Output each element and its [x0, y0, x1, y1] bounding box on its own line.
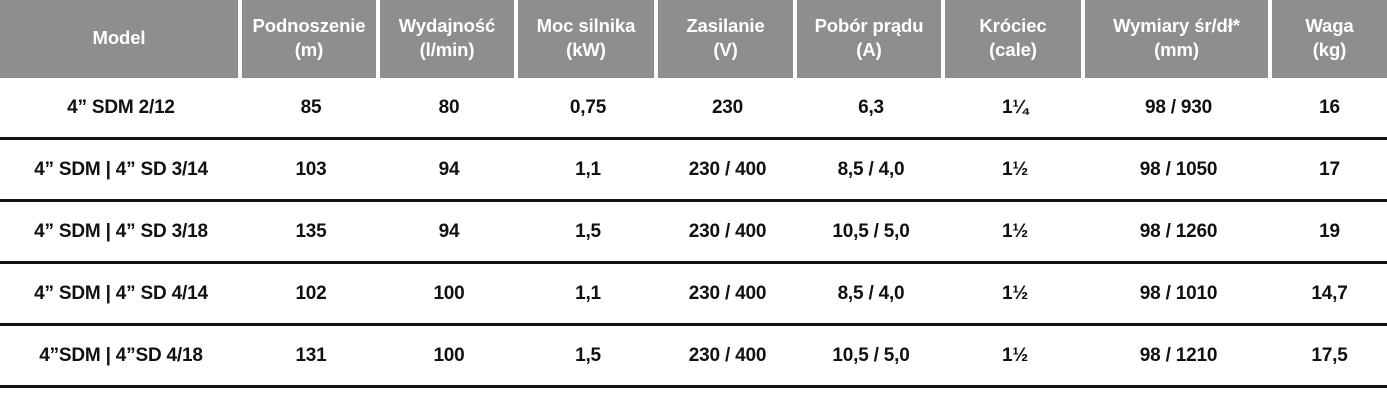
cell-supply: 230 [711, 96, 744, 118]
cell-port: 1½ [1001, 344, 1028, 366]
cell-supply: 230 / 400 [688, 220, 767, 242]
cell-flow: 100 [433, 282, 465, 304]
cell-current: 10,5 / 5,0 [832, 344, 910, 366]
cell-power: 1,5 [575, 344, 601, 366]
column-header-dimensions-unit: (mm) [1154, 39, 1199, 60]
cell-current: 8,5 / 4,0 [837, 158, 905, 180]
cell-head: 102 [295, 282, 327, 304]
cell-flow: 100 [433, 344, 465, 366]
column-header-flow: Wydajność (l/min) [380, 0, 518, 78]
column-header-current-title: Pobór prądu [814, 15, 924, 37]
cell-dimensions: 98 / 930 [1144, 96, 1213, 118]
column-header-dimensions: Wymiary śr/dł* (mm) [1085, 0, 1272, 78]
table-header-row: Model Podnoszenie (m) Wydajność (l/min) … [0, 0, 1387, 78]
cell-head: 131 [295, 344, 327, 366]
cell-supply: 230 / 400 [688, 344, 767, 366]
cell-port: 1½ [1001, 282, 1028, 304]
cell-power: 0,75 [569, 96, 607, 118]
column-header-supply-title: Zasilanie [686, 15, 765, 37]
table-body: 4” SDM 2/12 85 80 0,75 230 6,3 1¼ 98 / 9… [0, 78, 1387, 388]
cell-port: 1½ [1001, 220, 1028, 242]
cell-head: 103 [295, 158, 327, 180]
cell-port: 1½ [1001, 158, 1028, 180]
cell-weight: 14,7 [1311, 282, 1348, 304]
cell-supply: 230 / 400 [688, 158, 767, 180]
column-header-current: Pobór prądu (A) [797, 0, 945, 78]
cell-flow: 80 [438, 96, 460, 118]
cell-head: 135 [295, 220, 327, 242]
cell-current: 6,3 [858, 96, 884, 118]
table-row: 4”SDM | 4”SD 4/18 131 100 1,5 230 / 400 … [0, 326, 1387, 388]
cell-dimensions: 98 / 1210 [1139, 344, 1218, 366]
column-header-power-title: Moc silnika [536, 15, 636, 37]
table-row: 4” SDM 2/12 85 80 0,75 230 6,3 1¼ 98 / 9… [0, 78, 1387, 140]
cell-power: 1,1 [575, 282, 601, 304]
column-header-power-unit: (kW) [566, 39, 606, 60]
column-header-port-title: Króciec [979, 15, 1047, 37]
column-header-model: Model [0, 0, 242, 78]
cell-flow: 94 [438, 220, 460, 242]
cell-weight: 17,5 [1311, 344, 1348, 366]
cell-model: 4” SDM | 4” SD 4/14 [34, 282, 208, 304]
column-header-flow-unit: (l/min) [419, 39, 475, 60]
cell-model: 4”SDM | 4”SD 4/18 [39, 344, 203, 366]
cell-dimensions: 98 / 1010 [1139, 282, 1218, 304]
cell-model: 4” SDM 2/12 [67, 96, 175, 118]
column-header-current-unit: (A) [856, 39, 882, 60]
cell-current: 8,5 / 4,0 [837, 282, 905, 304]
cell-weight: 19 [1319, 220, 1340, 242]
column-header-dimensions-title: Wymiary śr/dł* [1113, 15, 1240, 37]
column-header-head: Podnoszenie (m) [242, 0, 380, 78]
cell-dimensions: 98 / 1050 [1139, 158, 1218, 180]
cell-weight: 16 [1319, 96, 1340, 118]
column-header-supply: Zasilanie (V) [658, 0, 797, 78]
table-row: 4” SDM | 4” SD 3/18 135 94 1,5 230 / 400… [0, 202, 1387, 264]
column-header-flow-title: Wydajność [398, 15, 496, 37]
column-header-head-title: Podnoszenie [252, 15, 366, 37]
table-row: 4” SDM | 4” SD 4/14 102 100 1,1 230 / 40… [0, 264, 1387, 326]
cell-current: 10,5 / 5,0 [832, 220, 910, 242]
column-header-weight-unit: (kg) [1312, 39, 1347, 60]
cell-model: 4” SDM | 4” SD 3/18 [34, 220, 208, 242]
cell-power: 1,1 [575, 158, 601, 180]
cell-power: 1,5 [575, 220, 601, 242]
column-header-power: Moc silnika (kW) [518, 0, 658, 78]
cell-model: 4” SDM | 4” SD 3/14 [34, 158, 208, 180]
column-header-weight-title: Waga [1305, 15, 1354, 37]
column-header-model-title: Model [92, 27, 146, 49]
cell-head: 85 [300, 96, 322, 118]
cell-flow: 94 [438, 158, 460, 180]
cell-weight: 17 [1319, 158, 1340, 180]
cell-supply: 230 / 400 [688, 282, 767, 304]
column-header-weight: Waga (kg) [1272, 0, 1387, 78]
column-header-port: Króciec (cale) [945, 0, 1085, 78]
column-header-port-unit: (cale) [989, 39, 1037, 60]
table-row: 4” SDM | 4” SD 3/14 103 94 1,1 230 / 400… [0, 140, 1387, 202]
cell-dimensions: 98 / 1260 [1139, 220, 1218, 242]
column-header-supply-unit: (V) [713, 39, 738, 60]
cell-port: 1¼ [1001, 96, 1028, 118]
column-header-head-unit: (m) [294, 39, 324, 60]
